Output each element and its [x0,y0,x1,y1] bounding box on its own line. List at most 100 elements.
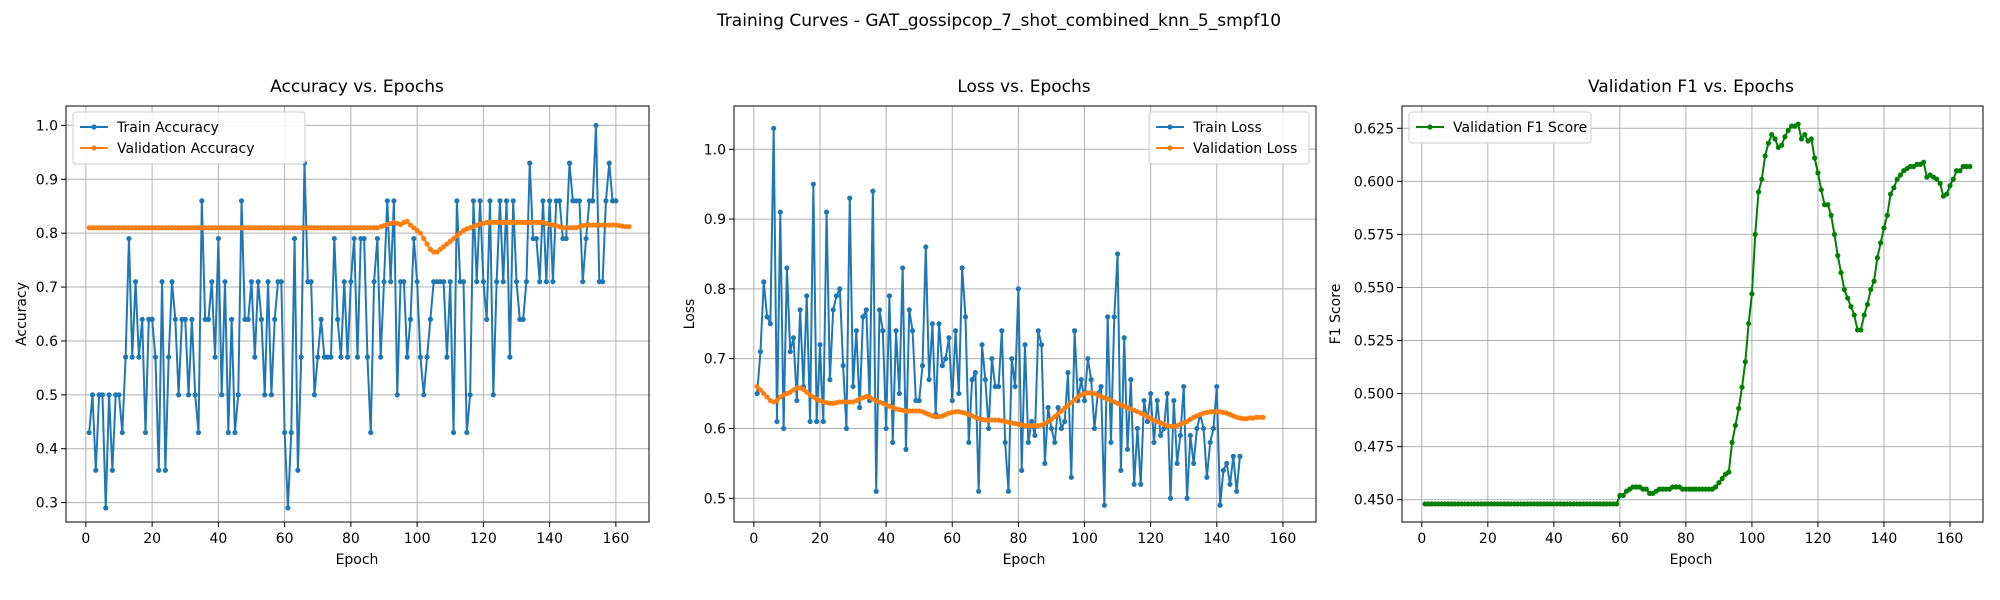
train-loss-point [1210,425,1217,432]
validation-f1-score-point [1765,140,1772,146]
train-accuracy-point [381,279,387,285]
train-accuracy-point [556,198,563,204]
train-loss-point [896,390,902,397]
train-accuracy-point [272,316,278,322]
train-loss-point [1121,335,1127,341]
validation-f1-score-point [1812,155,1818,161]
validation-f1-score-point [1828,212,1834,218]
train-loss-point [833,293,840,299]
train-accuracy-point [116,392,122,398]
train-loss-point [757,349,764,355]
train-loss-point [979,342,985,348]
train-loss-point [1141,397,1147,404]
validation-f1-score-point [1772,136,1778,142]
train-accuracy-point [106,392,112,398]
train-loss-point [1015,286,1021,292]
accuracy-y-tick-label: 0.4 [36,442,58,458]
train-loss-point [952,328,959,334]
loss-axes-frame [733,105,1317,523]
validation-f1-score-point [1716,480,1722,486]
f1-axes-frame [1401,105,1984,523]
train-loss-point [810,181,816,187]
train-loss-point [893,328,899,334]
f1-y-tick-label: 0.575 [1354,227,1394,243]
train-accuracy-point [603,198,609,204]
f1-x-tick-label: 140 [1871,531,1898,547]
train-accuracy-point [298,354,304,360]
validation-f1-score-point [1841,286,1847,293]
validation-f1-score-point [1762,153,1768,159]
train-accuracy-point [407,316,414,322]
accuracy-legend: Train Accuracy Validation Accuracy [72,111,306,165]
train-accuracy-point [262,392,268,398]
train-loss-point [1151,439,1157,446]
validation-f1-score-point [1759,176,1765,182]
train-accuracy-legend-label: Train Accuracy [116,120,219,136]
f1-y-tick-label: 0.450 [1354,493,1394,509]
train-accuracy-point [510,198,516,204]
train-accuracy-point [152,354,159,360]
train-accuracy-point [421,392,427,398]
f1-x-tick-label: 60 [1611,531,1629,547]
train-loss-point [794,397,800,404]
loss-y-tick-label: 0.9 [704,212,726,228]
train-accuracy-point [209,279,215,285]
train-loss-point [807,418,813,425]
train-accuracy-point [447,279,453,285]
train-accuracy-point [351,235,357,242]
train-accuracy-point [467,392,473,398]
train-accuracy-point [291,235,298,242]
train-accuracy-point [93,467,99,473]
train-accuracy-point [86,429,92,436]
loss-legend-box [1148,111,1310,165]
validation-f1-score-point [1851,312,1857,318]
train-accuracy-point [212,354,218,360]
train-loss-point [790,335,797,341]
train-accuracy-point [450,429,457,436]
validation-f1-score-point [1746,320,1752,327]
accuracy-x-tick-label: 40 [209,531,227,547]
accuracy-panel: Accuracy vs. Epochs Epoch Accuracy 0 20 40… [14,77,650,568]
train-loss-point [1167,495,1174,501]
validation-loss-point [774,397,780,404]
train-accuracy-point [590,198,596,204]
train-accuracy-point [441,279,447,285]
train-loss-point [1055,404,1061,411]
train-accuracy-point [424,354,430,360]
train-accuracy-point [99,392,106,398]
train-loss-point [1032,432,1038,439]
train-loss-point [1148,390,1154,397]
f1-x-tick-label: 120 [1805,531,1832,547]
validation-accuracy-point [424,241,430,247]
train-loss-point [962,314,969,320]
train-accuracy-point [503,198,510,204]
train-accuracy-point [103,505,109,511]
train-loss-point [876,307,883,313]
accuracy-x-axis-label: Epoch [336,552,379,568]
train-accuracy-point [374,235,380,242]
train-accuracy-point [404,354,410,360]
train-loss-point [1164,390,1170,397]
train-loss-point [1101,502,1107,508]
train-accuracy-point [490,392,496,398]
validation-f1-score-point [1881,225,1887,231]
validation-f1-score-point [1719,475,1725,482]
train-accuracy-point [126,235,132,242]
train-accuracy-point [139,316,145,322]
train-accuracy-point [149,316,155,322]
train-accuracy-point [252,354,258,360]
train-accuracy-point [460,279,467,285]
f1-y-tick-label: 0.475 [1354,440,1394,456]
train-loss-point [787,349,793,355]
validation-f1-score-legend-marker [1427,124,1433,130]
train-loss-point [1091,425,1098,432]
f1-legend: Validation F1 Score [1408,111,1592,144]
accuracy-y-tick-label: 0.8 [36,226,58,242]
train-accuracy-point [371,279,377,285]
validation-f1-score-point [1785,127,1791,134]
validation-f1-score-point [1871,278,1877,284]
validation-f1-score-point [1950,176,1956,182]
validation-f1-score-point [1944,191,1950,197]
train-loss-point [1237,453,1243,459]
